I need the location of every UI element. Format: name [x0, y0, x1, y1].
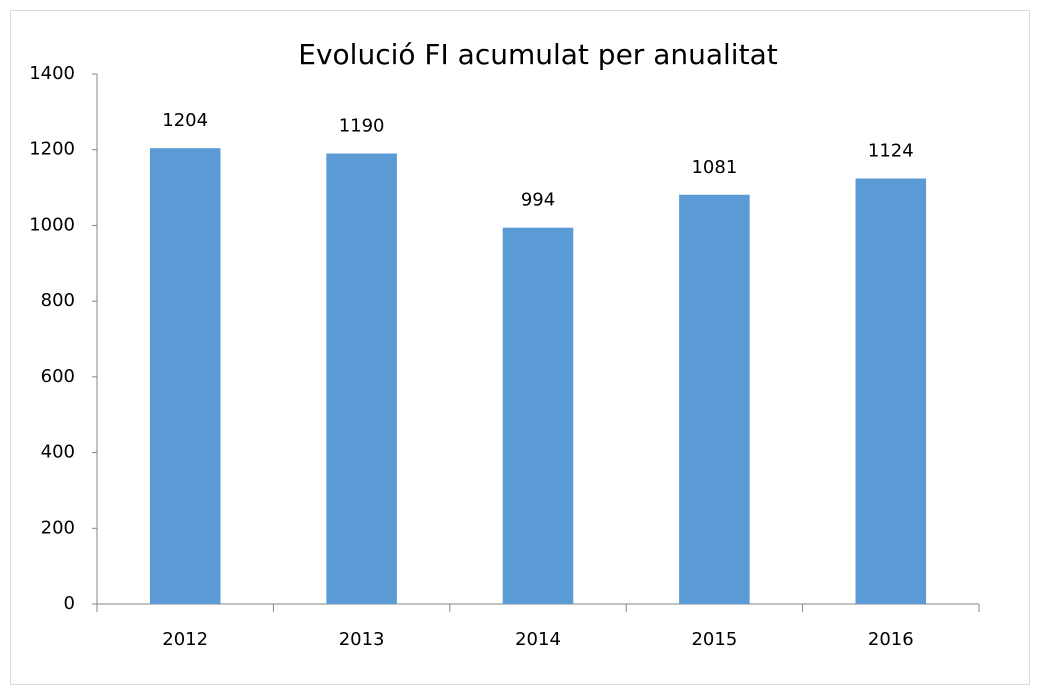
data-label: 994 [521, 190, 555, 211]
x-tick-label: 2016 [868, 629, 914, 650]
bar [149, 148, 221, 604]
bar [326, 153, 397, 604]
y-tick-label: 400 [41, 442, 75, 463]
data-label: 1124 [868, 140, 914, 161]
bar [502, 227, 574, 604]
y-tick-label: 0 [64, 593, 75, 614]
x-tick-label: 2013 [339, 629, 385, 650]
bar [855, 178, 927, 604]
chart-title: Evolució FI acumulat per anualitat [298, 38, 777, 71]
x-tick-label: 2015 [691, 629, 737, 650]
y-tick-label: 200 [41, 517, 75, 538]
y-tick-label: 800 [41, 290, 75, 311]
y-tick-label: 1000 [29, 214, 75, 235]
x-tick-label: 2012 [162, 629, 208, 650]
data-label: 1081 [691, 157, 737, 178]
data-label: 1204 [162, 110, 208, 131]
y-tick-label: 600 [41, 366, 75, 387]
bar [679, 194, 750, 604]
y-tick-label: 1400 [29, 63, 75, 84]
data-label: 1190 [339, 116, 385, 137]
x-tick-label: 2014 [515, 629, 561, 650]
y-tick-label: 1200 [29, 139, 75, 160]
